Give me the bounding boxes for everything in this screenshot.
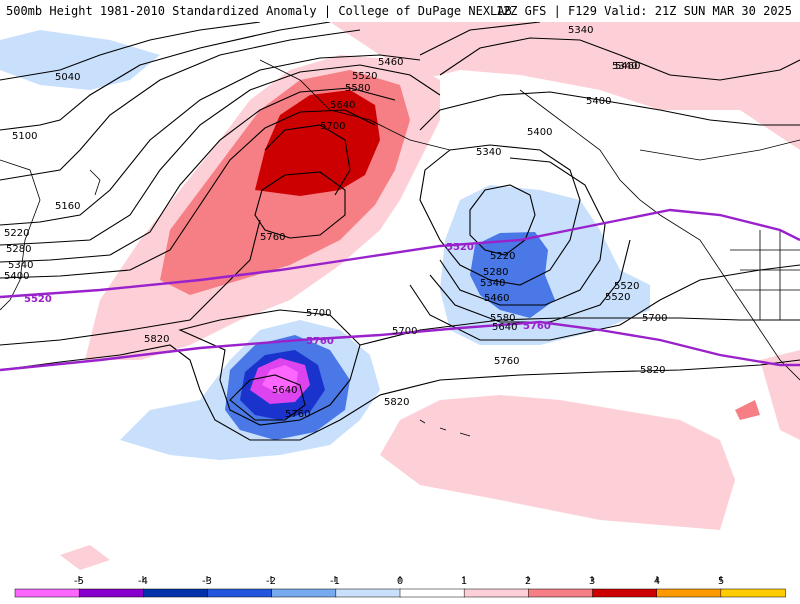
colorbar-swatch (592, 588, 658, 598)
colorbar-label: -5 (74, 576, 84, 587)
colorbar-label: 2 (525, 576, 531, 587)
contour-label: 5520 (352, 71, 377, 82)
contour-label: 5340 (480, 278, 505, 289)
height-contours (0, 22, 800, 441)
colorbar-label: -4 (138, 576, 148, 587)
colorbar-label: -2 (266, 576, 276, 587)
anomaly-map: 5040 5100 5160 5220 5280 5340 5400 5460 … (0, 22, 800, 570)
colorbar-swatch (14, 588, 80, 598)
header: 500mb Height 1981-2010 Standardized Anom… (0, 0, 800, 22)
colorbar-label: 3 (589, 576, 595, 587)
contour-label: 5580 (490, 313, 515, 324)
colorbar-label: -1 (330, 576, 340, 587)
colorbar-swatch (720, 588, 786, 598)
contour-label: 5340 (8, 260, 33, 271)
colorbar-label: 0 (397, 576, 403, 587)
contour-label: 5640 (330, 100, 355, 111)
colorbar-swatches (14, 588, 786, 598)
colorbar-label: -3 (202, 576, 212, 587)
contour-label: 5520 (605, 292, 630, 303)
colorbar-swatch (656, 588, 722, 598)
contour-label: 5700 (306, 308, 331, 319)
contour-label: 5160 (55, 201, 80, 212)
climatology-label: 5520 (446, 242, 474, 253)
contour-label: 5700 (392, 326, 417, 337)
contour-labels: 5040 5100 5160 5220 5280 5340 5400 5460 … (4, 25, 667, 420)
colorbar: -5 -4 -3 -2 -1 0 1 2 3 4 5 (0, 570, 800, 600)
colorbar-swatch (143, 588, 209, 598)
climatology-label: 5520 (24, 294, 52, 305)
contour-label: 5460 (484, 293, 509, 304)
colorbar-swatch (78, 588, 145, 598)
contour-label: 5340 (476, 147, 501, 158)
contour-label: 5340 (612, 61, 637, 72)
climatology-label: 5760 (306, 336, 334, 347)
contour-label: 5040 (55, 72, 80, 83)
contour-label: 5460 (378, 57, 403, 68)
colorbar-swatch (335, 588, 401, 598)
colorbar-swatch (463, 588, 530, 598)
contour-label: 5220 (490, 251, 515, 262)
colorbar-swatch (207, 588, 273, 598)
contour-label: 5400 (586, 96, 611, 107)
contour-label: 5520 (614, 281, 639, 292)
colorbar-label: 1 (461, 576, 467, 587)
contour-label: 5400 (4, 271, 29, 282)
colorbar-swatch (528, 588, 594, 598)
colorbar-swatch (399, 588, 465, 598)
contour-label: 5700 (642, 313, 667, 324)
contour-label: 5820 (144, 334, 169, 345)
colorbar-ticks (78, 576, 722, 582)
coastlines (0, 59, 800, 437)
climatology-labels: 5520 5520 5760 5760 (24, 242, 551, 347)
contour-label: 5220 (4, 228, 29, 239)
contour-label: 5100 (12, 131, 37, 142)
colorbar-label: 4 (654, 576, 660, 587)
contour-label: 5820 (640, 365, 665, 376)
contour-label: 5580 (345, 83, 370, 94)
colorbar-swatch (271, 588, 337, 598)
contour-label: 5640 (272, 385, 297, 396)
contour-label: 5700 (320, 121, 345, 132)
contour-label: 5760 (494, 356, 519, 367)
climatology-contours (0, 208, 800, 372)
colorbar-labels: -5 -4 -3 -2 -1 0 1 2 3 4 5 (74, 576, 724, 587)
colorbar-label: 5 (718, 576, 724, 587)
contour-label: 5400 (527, 127, 552, 138)
contour-label: 5280 (483, 267, 508, 278)
colorbar-graphic: -5 -4 -3 -2 -1 0 1 2 3 4 5 (14, 576, 786, 598)
contour-label: 5760 (260, 232, 285, 243)
map-title: 500mb Height 1981-2010 Standardized Anom… (6, 4, 512, 18)
contour-label: 5640 (492, 322, 517, 333)
climatology-label: 5760 (523, 321, 551, 332)
contour-label: 5340 (568, 25, 593, 36)
contour-label: 5820 (384, 397, 409, 408)
run-info: 12Z GFS | F129 Valid: 21Z SUN MAR 30 202… (495, 4, 792, 18)
contour-label: 5280 (6, 244, 31, 255)
contour-label: 5460 (615, 61, 640, 72)
contour-label: 5760 (285, 409, 310, 420)
